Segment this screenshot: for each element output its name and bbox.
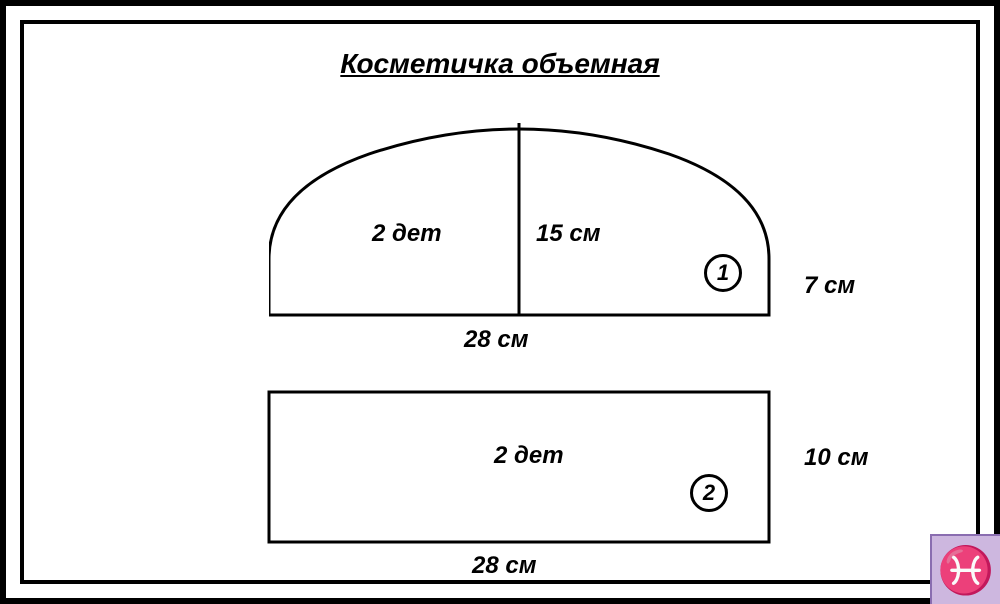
pattern-piece-1 <box>269 119 789 324</box>
piece-1-qty-label: 2 дет <box>372 220 442 248</box>
piece-2-number-badge: 2 <box>690 474 728 512</box>
outer-frame: Косметичка объемная 2 дет 15 см 7 см 28 … <box>0 0 1000 604</box>
watermark-badge: ♓ <box>930 534 1000 604</box>
piece-2-width-label: 28 см <box>472 552 536 580</box>
piece-2-qty-label: 2 дет <box>494 442 564 470</box>
inner-frame: Косметичка объемная 2 дет 15 см 7 см 28 … <box>20 20 980 584</box>
piece-1-width-label: 28 см <box>464 326 528 354</box>
piece-1-side-label: 7 см <box>804 272 855 300</box>
pisces-icon: ♓ <box>937 543 994 598</box>
piece-2-number: 2 <box>703 480 715 506</box>
piece-1-number: 1 <box>717 260 729 286</box>
piece-2-side-label: 10 см <box>804 444 868 472</box>
piece-1-height-label: 15 см <box>536 220 600 248</box>
diagram-title: Косметичка объемная <box>24 48 976 80</box>
piece-1-number-badge: 1 <box>704 254 742 292</box>
